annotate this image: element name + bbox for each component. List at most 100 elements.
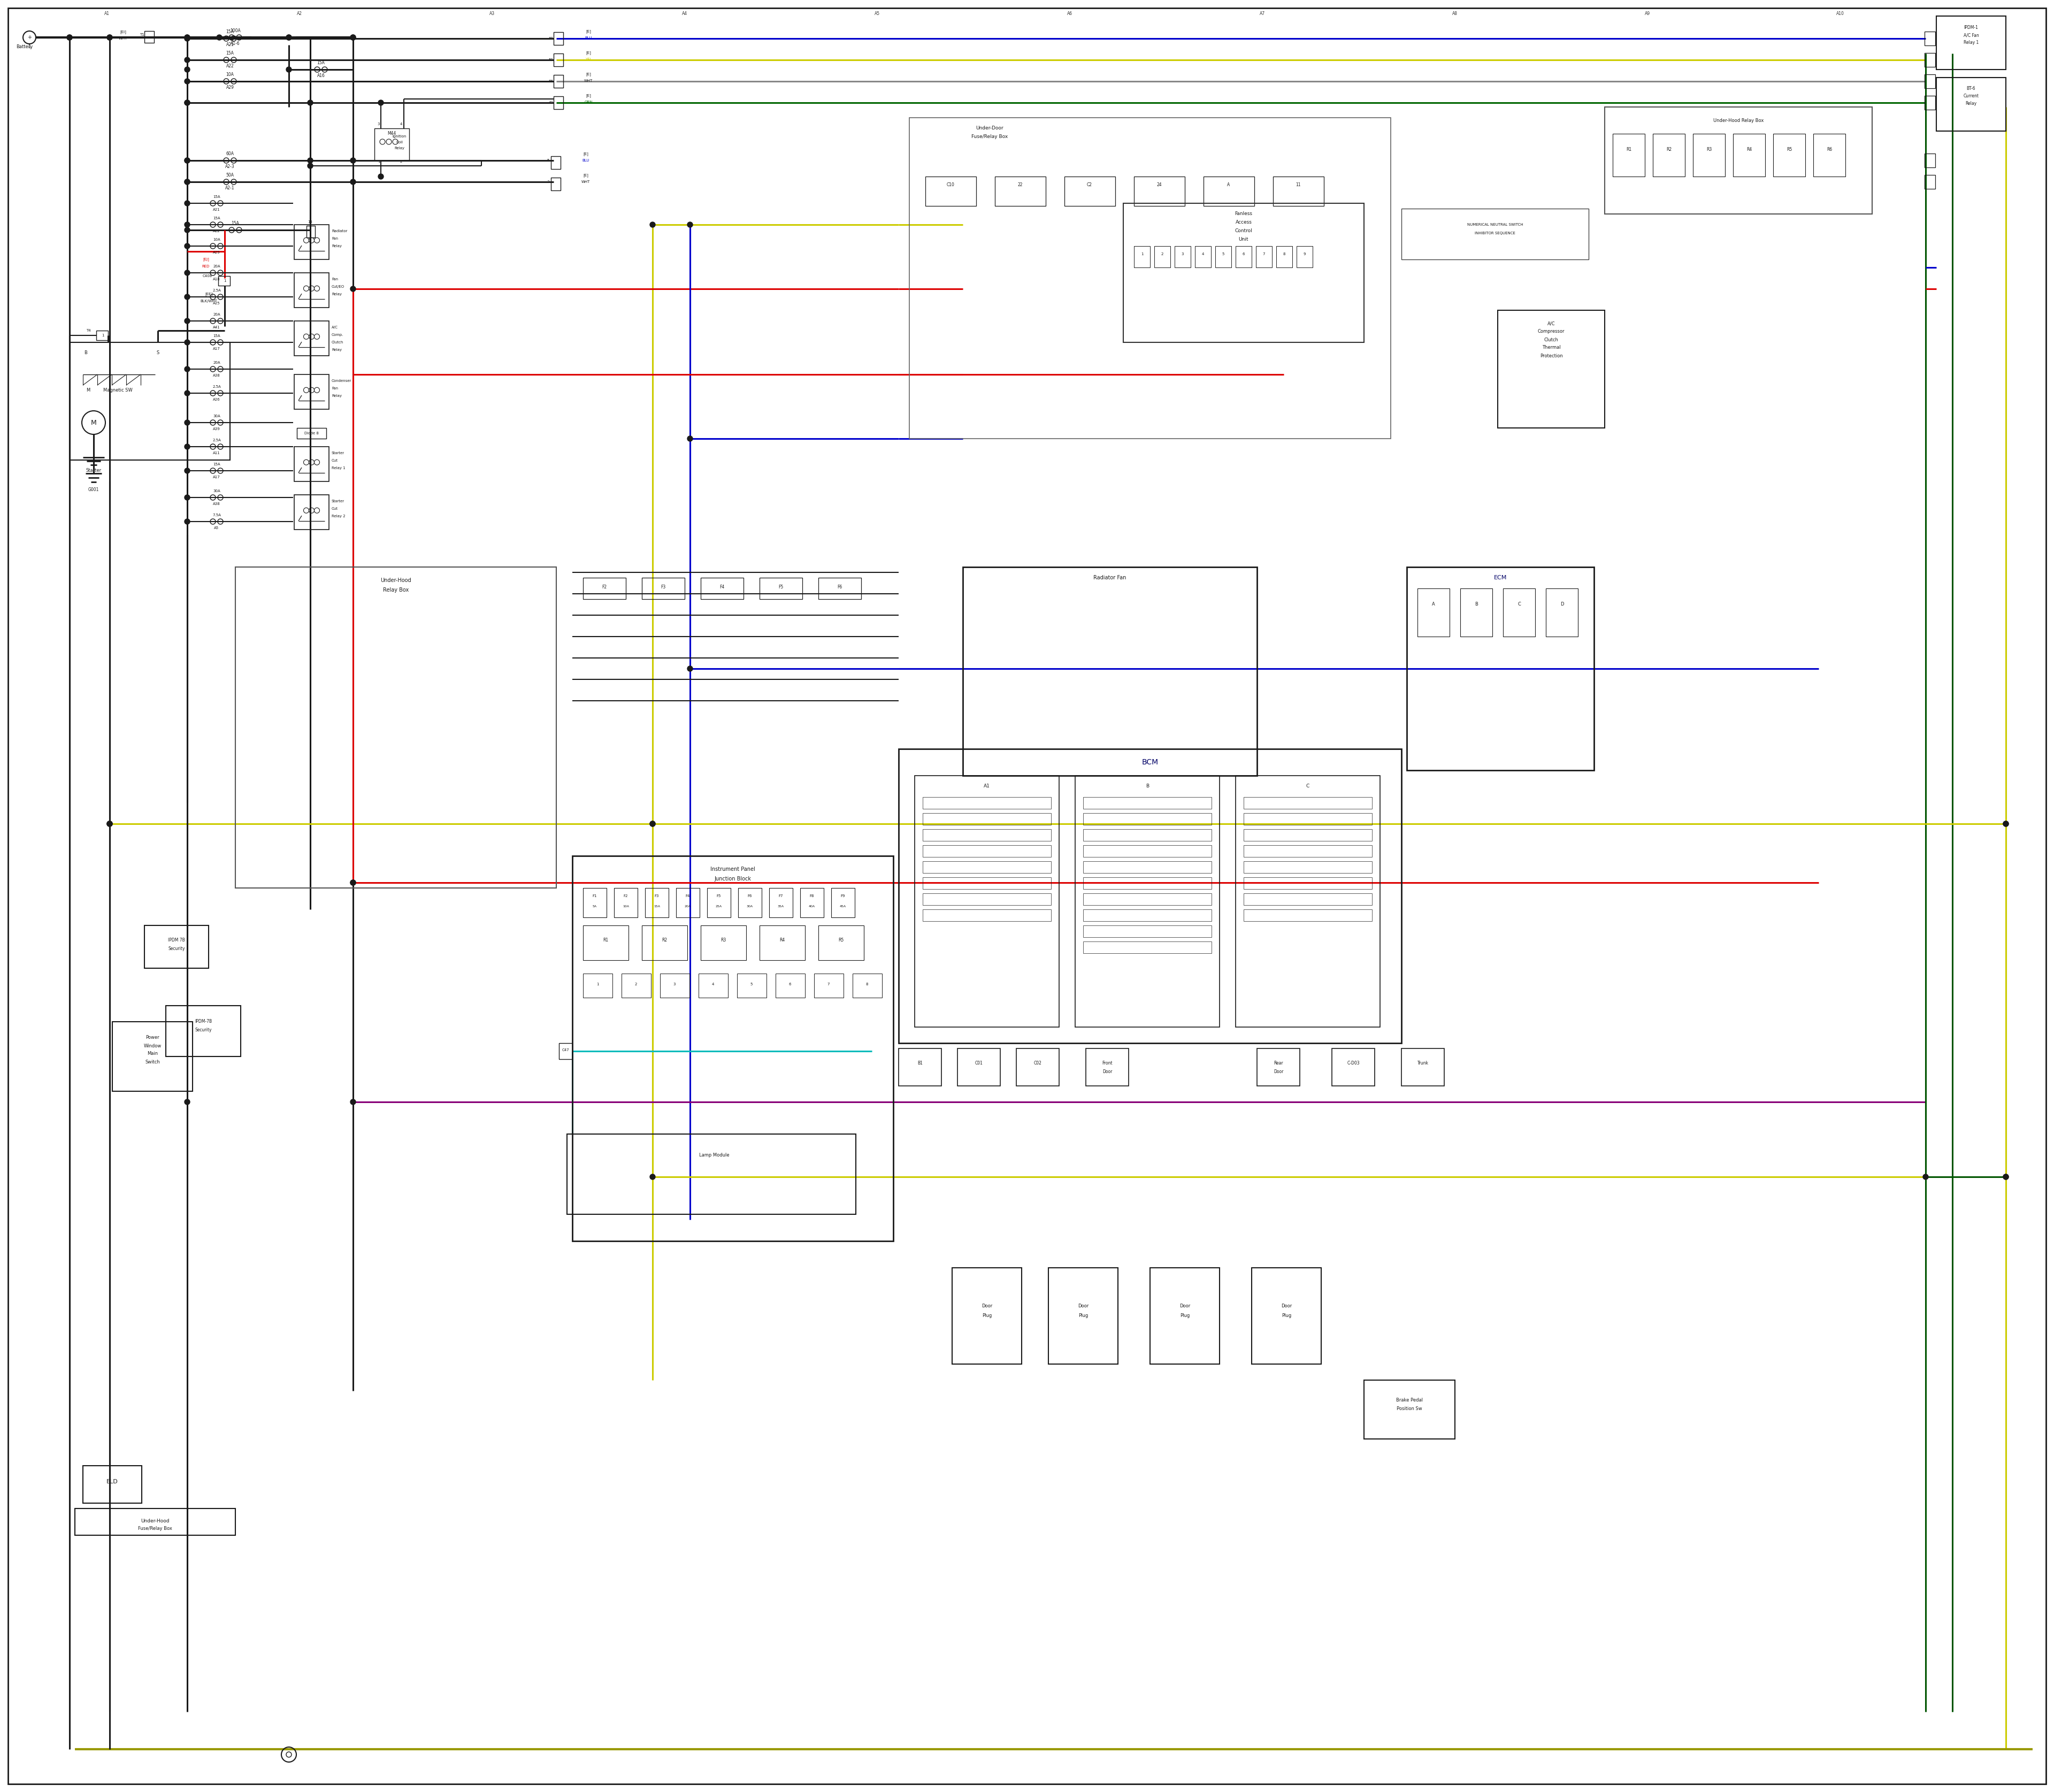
Text: Position Sw: Position Sw — [1397, 1407, 1421, 1410]
Text: Comp.: Comp. — [331, 333, 343, 337]
Text: Junction Block: Junction Block — [715, 876, 752, 882]
Bar — [1243, 909, 1372, 921]
Bar — [573, 857, 893, 1242]
Text: INHIBITOR SEQUENCE: INHIBITOR SEQUENCE — [1475, 231, 1516, 235]
Circle shape — [107, 821, 113, 826]
Bar — [1612, 134, 1645, 177]
Text: 15A: 15A — [214, 195, 220, 199]
Bar — [659, 973, 690, 998]
Text: 10A: 10A — [226, 72, 234, 77]
Text: F5: F5 — [778, 584, 783, 590]
Bar — [1460, 588, 1493, 636]
Bar — [1237, 246, 1251, 267]
Text: S: S — [156, 351, 160, 355]
Text: 6: 6 — [1243, 253, 1245, 256]
Text: F3: F3 — [655, 894, 659, 898]
Circle shape — [185, 36, 189, 41]
Text: F2: F2 — [624, 894, 629, 898]
Text: 5: 5 — [546, 159, 548, 161]
Circle shape — [286, 34, 292, 39]
Circle shape — [2003, 1174, 2009, 1179]
Circle shape — [2003, 1174, 2009, 1179]
Text: Clutch: Clutch — [331, 340, 343, 344]
Bar — [1331, 1048, 1374, 1086]
Text: R4: R4 — [1746, 147, 1752, 152]
Text: G001: G001 — [88, 487, 99, 491]
Circle shape — [185, 179, 189, 185]
Circle shape — [649, 1174, 655, 1179]
Circle shape — [378, 174, 384, 179]
Text: +: + — [27, 34, 31, 39]
Text: IPDM-1: IPDM-1 — [1964, 25, 1978, 30]
Text: C47: C47 — [561, 1048, 569, 1052]
Text: Plug: Plug — [1078, 1314, 1089, 1319]
Circle shape — [185, 201, 189, 206]
Bar — [641, 577, 684, 599]
Text: 24: 24 — [1156, 183, 1163, 186]
Text: C02: C02 — [1033, 1061, 1041, 1066]
Text: 5: 5 — [1222, 253, 1224, 256]
Text: 10A: 10A — [214, 238, 220, 242]
Bar — [1925, 73, 1935, 88]
Bar — [1082, 909, 1212, 921]
Circle shape — [351, 34, 355, 39]
Text: 10A: 10A — [622, 905, 629, 907]
Text: A17: A17 — [214, 348, 220, 351]
Text: [E]: [E] — [583, 152, 587, 156]
Text: 30A: 30A — [214, 414, 220, 418]
Bar — [922, 862, 1052, 873]
Text: Clutch: Clutch — [1545, 337, 1559, 342]
Text: A10: A10 — [1836, 11, 1844, 16]
Bar — [70, 342, 230, 461]
Text: 7: 7 — [828, 982, 830, 986]
Text: B: B — [1146, 783, 1148, 788]
Text: B: B — [1475, 602, 1479, 607]
Bar — [306, 226, 314, 238]
Bar — [1082, 878, 1212, 889]
Bar — [922, 878, 1052, 889]
Bar — [700, 577, 744, 599]
Circle shape — [107, 34, 113, 39]
Text: R6: R6 — [1826, 147, 1832, 152]
Bar — [926, 177, 976, 206]
Bar — [1082, 925, 1212, 937]
Circle shape — [68, 34, 72, 39]
Bar — [922, 814, 1052, 824]
Text: Radiator Fan: Radiator Fan — [1093, 575, 1126, 581]
Text: 20A: 20A — [214, 265, 220, 269]
Text: 20A: 20A — [214, 314, 220, 315]
Text: Instrument Panel: Instrument Panel — [711, 867, 756, 873]
Circle shape — [286, 66, 292, 72]
Bar — [1547, 588, 1577, 636]
Text: Battery: Battery — [16, 45, 33, 48]
Bar — [113, 1021, 193, 1091]
Circle shape — [185, 340, 189, 346]
Text: Cut: Cut — [331, 507, 339, 511]
Circle shape — [185, 319, 189, 324]
Circle shape — [185, 228, 189, 233]
Text: Thermal: Thermal — [1543, 346, 1561, 349]
Bar — [760, 925, 805, 961]
Bar — [1243, 814, 1372, 824]
Text: A4: A4 — [682, 11, 688, 16]
Text: F9: F9 — [840, 894, 846, 898]
Text: Relay: Relay — [331, 244, 341, 247]
Text: 1: 1 — [224, 280, 226, 283]
Text: 2: 2 — [635, 982, 637, 986]
Text: YEL: YEL — [585, 57, 592, 61]
Text: F7: F7 — [778, 894, 783, 898]
Text: 20A: 20A — [684, 905, 690, 907]
Circle shape — [351, 158, 355, 163]
Bar — [97, 330, 109, 340]
Text: A29: A29 — [226, 86, 234, 90]
Circle shape — [185, 34, 189, 39]
Text: RED: RED — [201, 265, 210, 269]
Circle shape — [351, 34, 355, 39]
Text: A/C: A/C — [1547, 321, 1555, 326]
Text: A41: A41 — [214, 326, 220, 330]
Text: 60A: 60A — [226, 152, 234, 156]
Text: [E]: [E] — [585, 30, 592, 34]
Circle shape — [185, 1098, 189, 1104]
Circle shape — [185, 391, 189, 396]
Circle shape — [308, 158, 312, 163]
